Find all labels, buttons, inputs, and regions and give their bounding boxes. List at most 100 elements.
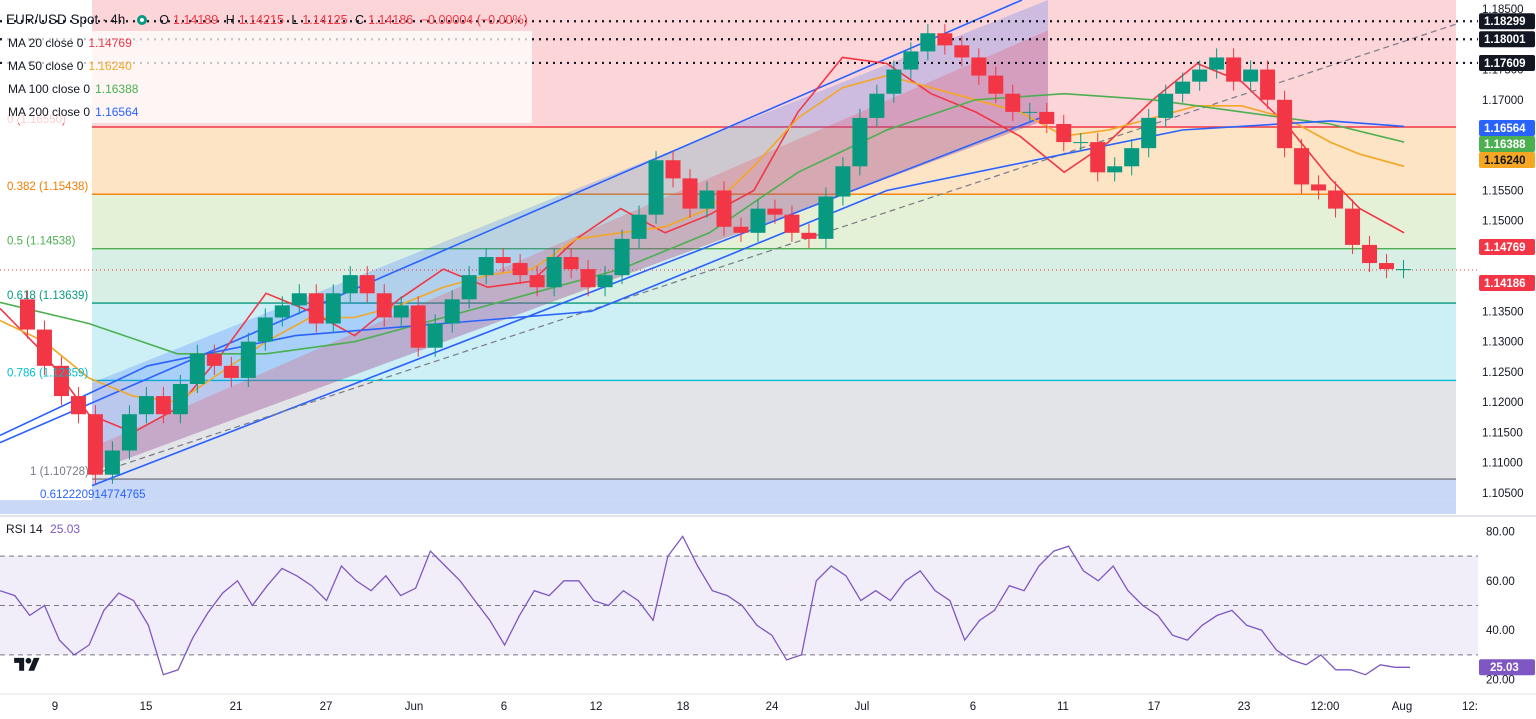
time-tick-label: 23 xyxy=(1238,701,1251,713)
rsi-pane xyxy=(0,515,1536,676)
candle xyxy=(206,353,222,366)
time-tick-label: Jun xyxy=(405,701,424,713)
price-tick-label: 1.17000 xyxy=(1482,95,1524,107)
candle xyxy=(223,365,239,378)
candle xyxy=(988,75,1004,94)
fib-label-0.382: 0.382 (1.15438) xyxy=(7,181,88,193)
candle xyxy=(257,317,273,342)
price-tick-label: 1.13000 xyxy=(1482,337,1524,349)
ma100-legend[interactable]: MA 100 close 0 1.16388 xyxy=(6,77,532,100)
candle xyxy=(631,214,647,239)
price-tag xyxy=(1479,120,1535,136)
fib-band-0.382 xyxy=(92,126,1456,195)
candle xyxy=(393,305,409,318)
candle xyxy=(563,257,579,270)
candle xyxy=(886,69,902,94)
price-tick-label: 1.12500 xyxy=(1482,367,1524,379)
candle xyxy=(1073,142,1089,144)
price-tag-label: 1.16388 xyxy=(1484,139,1526,151)
candle xyxy=(682,178,698,209)
candle xyxy=(1039,111,1055,124)
ma50-label: MA 50 close 0 xyxy=(8,58,84,73)
time-axis[interactable]: 9 15 21 27 Jun 6 12 18 24 Jul 6 11 17 23 12:00 Aug 12: xyxy=(0,693,1536,713)
market-open-icon xyxy=(137,14,148,25)
candle xyxy=(53,365,69,397)
candle xyxy=(1379,263,1395,270)
rsi-tick-label: 60.00 xyxy=(1486,576,1515,588)
price-tag xyxy=(1479,275,1535,291)
rsi-tick-label: 40.00 xyxy=(1486,625,1515,637)
rsi-tick-label: 20.00 xyxy=(1486,675,1515,687)
time-tick-label: Aug xyxy=(1392,701,1412,713)
candle xyxy=(1396,269,1411,271)
fib-band-left xyxy=(0,500,92,514)
resistance-tag-label: 1.18001 xyxy=(1484,34,1526,46)
ma100-label: MA 100 close 0 xyxy=(8,81,91,96)
candle xyxy=(410,305,426,348)
candle xyxy=(801,232,817,239)
symbol-title[interactable]: EUR/USD Spot · 4h xyxy=(6,11,126,27)
candle xyxy=(546,257,562,288)
candle xyxy=(1328,190,1344,209)
candle xyxy=(1158,93,1174,118)
resistance-tag xyxy=(1479,13,1535,30)
resistance-tag xyxy=(1479,31,1535,48)
candle xyxy=(138,396,154,415)
candle xyxy=(104,450,120,475)
candle xyxy=(597,275,613,288)
channel-lower-fill xyxy=(92,30,1048,472)
candle xyxy=(70,396,86,415)
candle xyxy=(937,33,953,46)
candle xyxy=(1090,142,1106,173)
channel-fill xyxy=(92,0,1048,472)
time-tick-label: 17 xyxy=(1148,701,1161,713)
candle xyxy=(699,190,715,209)
candle xyxy=(1345,208,1361,245)
candle xyxy=(1260,69,1276,100)
time-tick-label: 9 xyxy=(52,701,58,713)
price-tag xyxy=(1479,136,1535,152)
candle xyxy=(648,160,664,215)
candle xyxy=(325,293,341,324)
candle xyxy=(1107,166,1123,173)
time-tick-label: 24 xyxy=(766,701,779,713)
candle xyxy=(36,329,52,366)
candle xyxy=(189,353,205,384)
candle xyxy=(614,238,630,276)
time-tick-label: 6 xyxy=(501,701,507,713)
tradingview-logo-icon[interactable] xyxy=(14,655,40,675)
candle xyxy=(495,257,511,264)
fib-label-0.786: 0.786 (1.12359) xyxy=(7,367,88,379)
candle xyxy=(1022,111,1038,113)
resistance-tag-label: 1.17609 xyxy=(1484,58,1526,70)
ma20-value: 1.14769 xyxy=(88,35,132,50)
candle xyxy=(750,208,766,233)
candle xyxy=(1277,99,1293,149)
price-tick-label: 1.11500 xyxy=(1482,427,1523,439)
high-label: H xyxy=(225,12,235,27)
candle xyxy=(376,293,392,318)
candle xyxy=(784,214,800,233)
ma50-legend[interactable]: MA 50 close 0 1.16240 xyxy=(6,54,532,77)
candle xyxy=(155,396,171,415)
rsi-legend[interactable]: RSI 14 25.03 xyxy=(6,522,80,536)
time-tick-label: 12:00 xyxy=(1311,701,1340,713)
change-value: −0.00004 (−0.00%) xyxy=(420,12,528,27)
ma50-value: 1.16240 xyxy=(88,58,132,73)
price-tag-label: 1.16240 xyxy=(1484,155,1526,167)
fibonacci-bands xyxy=(0,0,1456,514)
ma20-legend[interactable]: MA 20 close 0 1.14769 xyxy=(6,31,532,54)
candle xyxy=(835,166,851,197)
price-axis[interactable]: 1.185001.180001.175001.170001.165001.160… xyxy=(1478,0,1536,719)
fib-label-0.5: 0.5 (1.14538) xyxy=(7,236,76,248)
candle xyxy=(291,293,307,306)
candle xyxy=(716,190,732,227)
candle xyxy=(920,33,936,52)
candle xyxy=(444,299,460,324)
close-value: 1.14186 xyxy=(368,12,414,27)
candle xyxy=(87,414,103,475)
ma200-legend[interactable]: MA 200 close 0 1.16564 xyxy=(6,100,532,123)
candle xyxy=(1192,69,1208,82)
